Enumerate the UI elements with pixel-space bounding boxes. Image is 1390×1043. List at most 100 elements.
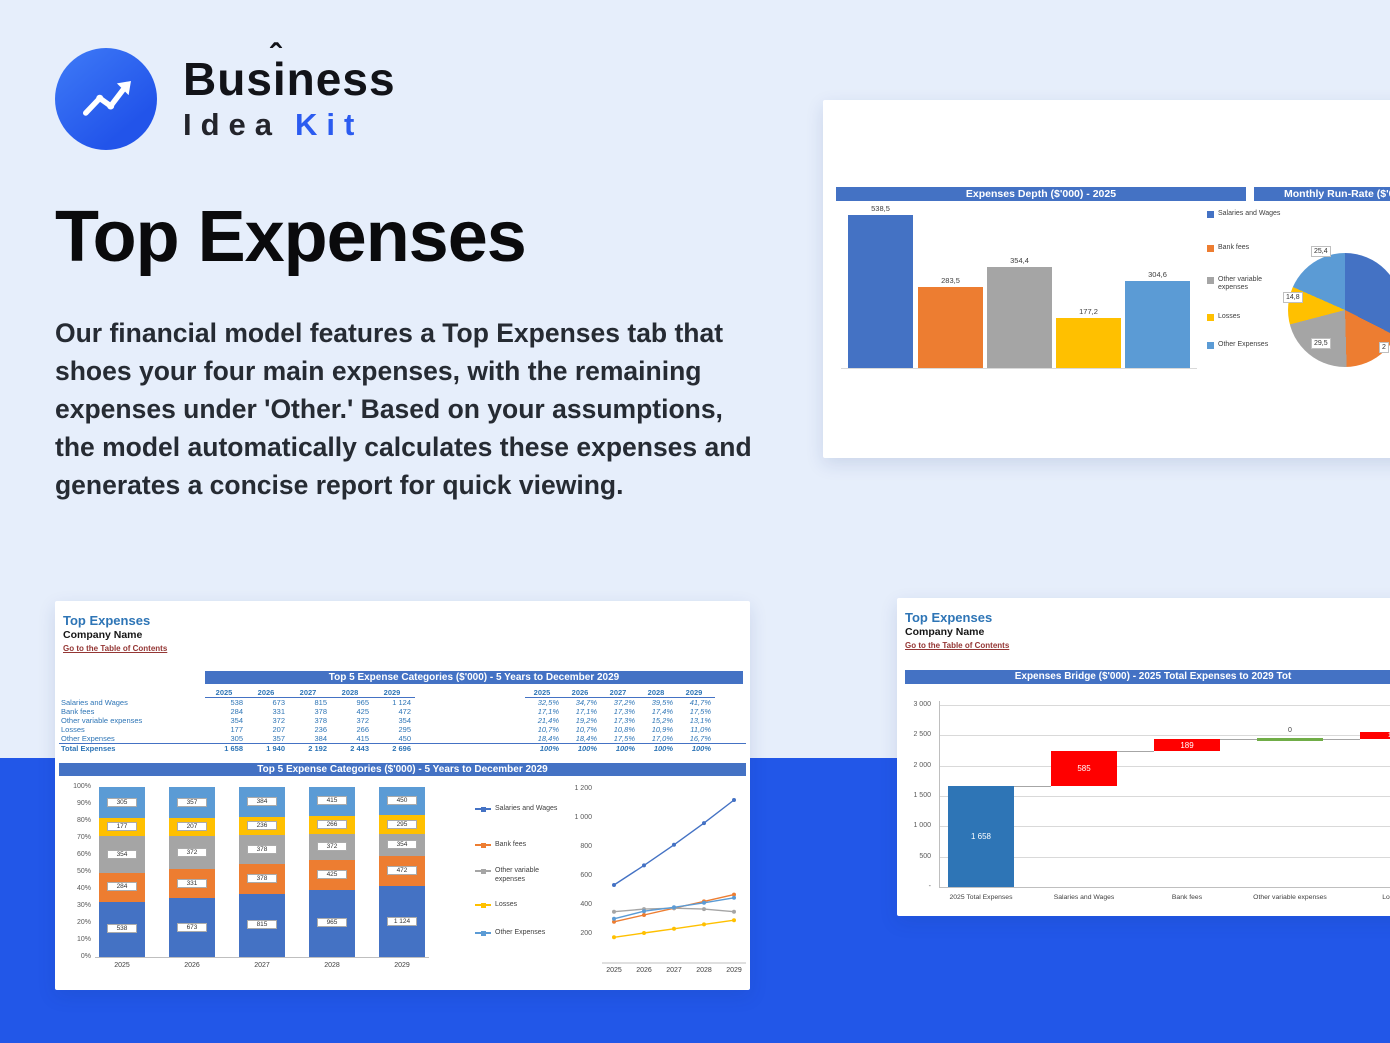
table-row: Salaries and Wages 538 673 815 965 1 124 32,5%… [59, 698, 746, 707]
x-axis-line [95, 957, 429, 958]
bar-value-label: 304,6 [1148, 270, 1167, 280]
y-tick-label: 3 000 [913, 700, 931, 708]
y-tick-label: 2 000 [913, 761, 931, 769]
table-cell [415, 687, 525, 698]
year-header: 2026 [247, 687, 289, 698]
expense-category-label: Bank fees [61, 707, 95, 716]
expense-percent: 34,7% [575, 698, 597, 707]
toc-link[interactable]: Go to the Table of Contents [63, 644, 168, 653]
expense-percent: 10,7% [575, 725, 597, 734]
x-axis-label: 2025 [606, 967, 622, 974]
segment-value-label: 384 [247, 796, 277, 806]
expense-percent: 10,9% [651, 725, 673, 734]
legend-label: Bank fees [495, 841, 527, 848]
x-axis-label: Losses [1382, 894, 1390, 901]
legend-item-bank-fees: Bank fees [1207, 244, 1281, 252]
segment-value-label: 177 [107, 822, 137, 832]
line-marker [642, 863, 646, 868]
line-marker [702, 907, 706, 912]
company-name: Company Name [905, 626, 985, 638]
year-header: 2028 [331, 687, 373, 698]
gridline [939, 765, 1390, 767]
toc-link[interactable]: Go to the Table of Contents [905, 641, 1010, 650]
legend-marker-dot [481, 868, 486, 874]
expense-percent: 16,7% [689, 734, 711, 743]
pie-value-label: 2 [1379, 342, 1389, 353]
expense-percent: 17,0% [651, 734, 673, 743]
expense-percent: 17,4% [651, 707, 673, 716]
year-header: 2027 [289, 687, 331, 698]
line-marker [612, 909, 616, 914]
segment-value-label: 207 [177, 822, 207, 832]
expense-percent: 17,5% [689, 707, 711, 716]
expense-percent: 39,5% [651, 698, 673, 707]
expense-value: 384 [314, 734, 327, 743]
y-tick-label: 1 000 [913, 822, 931, 830]
waterfall-bar-2025-total-expenses [948, 786, 1014, 887]
y-tick-label: 60% [76, 851, 91, 858]
gridline [939, 856, 1390, 858]
brand-name-line1: Business ˆ [183, 39, 396, 103]
chart-header: Top 5 Expense Categories ($'000) - 5 Yea… [59, 763, 746, 776]
gridline [939, 795, 1390, 797]
expense-percent: 17,5% [613, 734, 635, 743]
legend-label: Bank fees [1218, 244, 1250, 251]
bar-value-label: 538,5 [871, 204, 890, 214]
y-tick-label: 600 [580, 872, 592, 879]
expense-value: 331 [272, 707, 285, 716]
table-cell [59, 687, 205, 698]
expense-percent: 13,1% [689, 716, 711, 725]
bar-value-label: 354,4 [1010, 256, 1029, 266]
legend-swatch [1207, 342, 1214, 349]
expense-percent: 37,2% [613, 698, 635, 707]
bar-value-label: 118 [1387, 732, 1390, 740]
legend-item-other-variable-expenses: Other variable expenses [475, 867, 563, 884]
x-axis-label: 2028 [324, 962, 340, 969]
expense-value: 815 [314, 698, 327, 707]
waterfall-bar-salaries-and-wages [1051, 750, 1117, 787]
total-percent: 100% [615, 744, 635, 753]
expense-value: 378 [314, 716, 327, 725]
depth-bar-chart: 538,5 283,5 354,4 177,2 304,6 [823, 200, 1390, 458]
expense-value: 284 [230, 707, 243, 716]
page-description: Our financial model features a Top Expen… [55, 318, 752, 500]
expense-value: 354 [398, 716, 411, 725]
line-marker [732, 895, 736, 900]
table-row: Total Expenses 1 658 1 940 2 192 2 443 2 696 1… [59, 743, 746, 753]
connector-line [1014, 786, 1051, 788]
y-tick-label: 1 500 [913, 791, 931, 799]
total-percent: 100% [577, 744, 597, 753]
gridline [939, 704, 1390, 706]
legend-label: Other variable expenses [1218, 276, 1262, 291]
segment-value-label: 1 124 [387, 916, 417, 926]
segment-value-label: 415 [317, 796, 347, 806]
expense-category-label: Losses [61, 725, 85, 734]
bar-value-label: 189 [1180, 740, 1194, 750]
waterfall-chart: 3 000 2 500 2 000 1 500 1 000 500 - 1 658 2025 T… [897, 694, 1390, 916]
bar-value-label: 0 [1288, 726, 1292, 734]
segment-value-label: 378 [247, 844, 277, 854]
expense-percent: 41,7% [689, 698, 711, 707]
gridline [939, 735, 1390, 737]
y-tick-label: 0% [80, 953, 91, 960]
segment-value-label: 357 [177, 797, 207, 807]
segment-value-label: 372 [317, 842, 347, 852]
legend-label: Other Expenses [1218, 341, 1269, 348]
y-tick-label: - [928, 883, 931, 890]
legend-label: Salaries and Wages [1218, 210, 1281, 217]
table-row: Other Expenses 305 357 384 415 450 18,4% 18,4% 1… [59, 734, 746, 743]
expense-percent: 19,2% [575, 716, 597, 725]
legend-marker-dot [481, 902, 486, 908]
expense-percent: 10,7% [537, 725, 559, 734]
legend-item-other-variable-expenses: Other variable expenses [1207, 276, 1281, 292]
table-cell [415, 707, 525, 716]
bar-other-expenses [1125, 281, 1190, 368]
gridline [939, 826, 1390, 828]
brand-name-line2: Idea Kit [183, 107, 396, 143]
table-row: Bank fees 284 331 378 425 472 17,1% 17,1% 17,3% 1… [59, 707, 746, 716]
line-marker [672, 905, 676, 910]
year-header: 2026 [563, 687, 601, 698]
y-tick-label: 90% [76, 800, 91, 807]
segment-value-label: 673 [177, 922, 207, 932]
line-marker [642, 909, 646, 914]
